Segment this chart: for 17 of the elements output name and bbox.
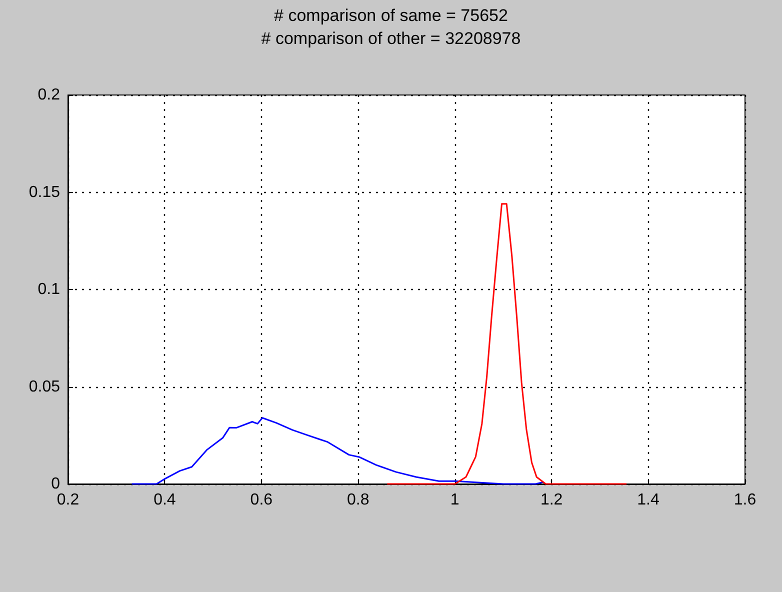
line-series xyxy=(131,417,544,485)
x-tick-label: 0.4 xyxy=(154,492,176,508)
chart-title: # comparison of same = 75652 xyxy=(274,6,508,25)
chart-subtitle: # comparison of other = 32208978 xyxy=(261,29,521,48)
x-tick-label: 0.8 xyxy=(347,492,370,508)
y-tick-label: 0.05 xyxy=(28,378,60,396)
y-tick-label: 0.2 xyxy=(38,86,60,104)
x-tick-label: 1 xyxy=(450,492,460,508)
line-series xyxy=(386,203,628,485)
x-tick-label: 0.6 xyxy=(250,492,273,508)
y-tick-label: 0.15 xyxy=(28,184,60,201)
x-tick-label: 1.2 xyxy=(540,492,563,508)
y-tick-label: 0.1 xyxy=(38,281,60,298)
y-tick-label: 0 xyxy=(51,476,60,492)
x-tick-label: 1.6 xyxy=(734,492,756,508)
x-tick-label: 1.4 xyxy=(637,492,660,508)
x-tick-label: 0.2 xyxy=(56,492,80,508)
